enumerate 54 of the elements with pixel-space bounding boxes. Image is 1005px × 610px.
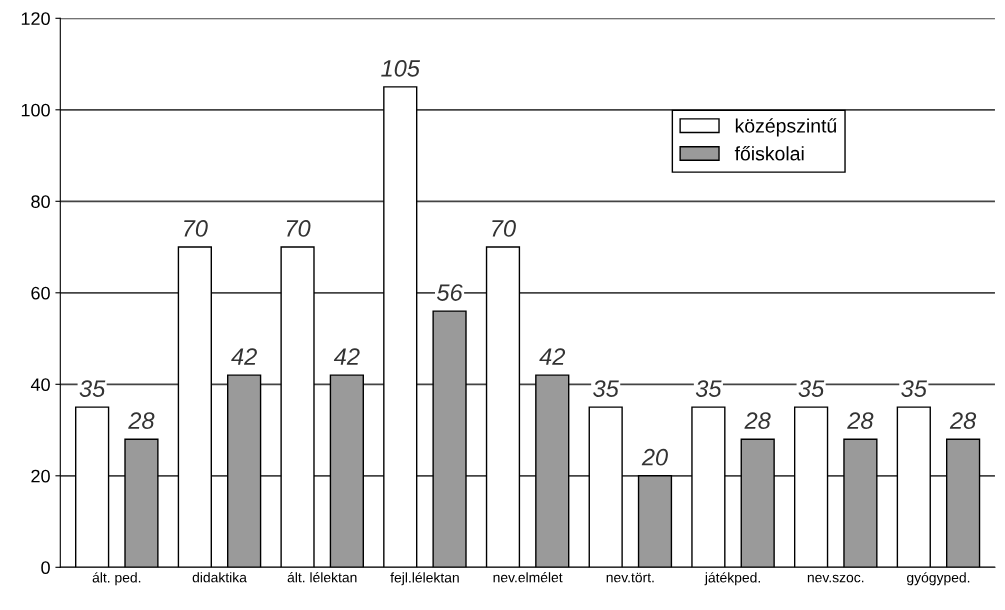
- data-label: 28: [847, 412, 874, 429]
- bar: [740, 438, 775, 568]
- x-tick-label: nev.tört.: [606, 572, 654, 583]
- bar: [383, 86, 418, 568]
- bar: [691, 406, 726, 568]
- y-tick-label: 80: [31, 195, 50, 209]
- bar: [896, 406, 931, 568]
- bar: [124, 438, 159, 568]
- data-label: 70: [286, 220, 311, 237]
- bar: [329, 374, 364, 568]
- data-label: 42: [333, 348, 360, 365]
- data-label: 35: [901, 380, 927, 397]
- x-tick-label: ált. ped.: [92, 572, 141, 586]
- y-tick-label: 20: [31, 469, 50, 483]
- data-label: 56: [436, 284, 463, 301]
- bar: [485, 246, 521, 568]
- bar: [227, 374, 262, 568]
- bar: [177, 246, 212, 568]
- y-tick-label: 40: [30, 378, 50, 392]
- y-tick-label: 0: [41, 561, 50, 575]
- bar: [945, 438, 981, 568]
- data-label: 70: [492, 220, 516, 237]
- x-tick-label: nev.szoc.: [807, 574, 864, 583]
- data-label: 42: [539, 348, 566, 365]
- x-tick-label: nev.elmélet: [493, 572, 563, 583]
- data-label: 35: [695, 380, 722, 397]
- data-label: 105: [381, 59, 421, 77]
- y-tick-label: 100: [21, 103, 50, 117]
- data-label: 35: [79, 380, 106, 397]
- legend-label: főiskolai: [734, 146, 804, 161]
- x-tick-label: didaktika: [192, 572, 247, 583]
- bar: [843, 438, 878, 568]
- data-label: 28: [949, 412, 977, 429]
- data-label: 28: [744, 412, 771, 429]
- bar: [432, 310, 467, 568]
- x-tick-label: ált. lélektan: [287, 572, 357, 583]
- y-tick-label: 120: [21, 12, 50, 26]
- y-tick-label: 60: [31, 286, 50, 300]
- x-tick-label: fejl.lélektan: [390, 572, 459, 586]
- x-tick-label: játékped.: [704, 572, 760, 586]
- legend-label: középszintű: [735, 118, 837, 137]
- bar: [793, 406, 829, 568]
- bar: [280, 246, 315, 568]
- data-label: 20: [641, 448, 668, 466]
- bar: [535, 374, 570, 568]
- data-label: 35: [593, 380, 619, 397]
- data-label: 70: [184, 220, 208, 237]
- x-tick-label: gyógyped.: [907, 572, 970, 586]
- bar: [588, 406, 623, 568]
- data-label: 42: [231, 348, 257, 365]
- bar: [75, 406, 110, 568]
- bar: [637, 475, 673, 568]
- data-label: 28: [128, 412, 155, 429]
- data-label: 35: [798, 380, 825, 397]
